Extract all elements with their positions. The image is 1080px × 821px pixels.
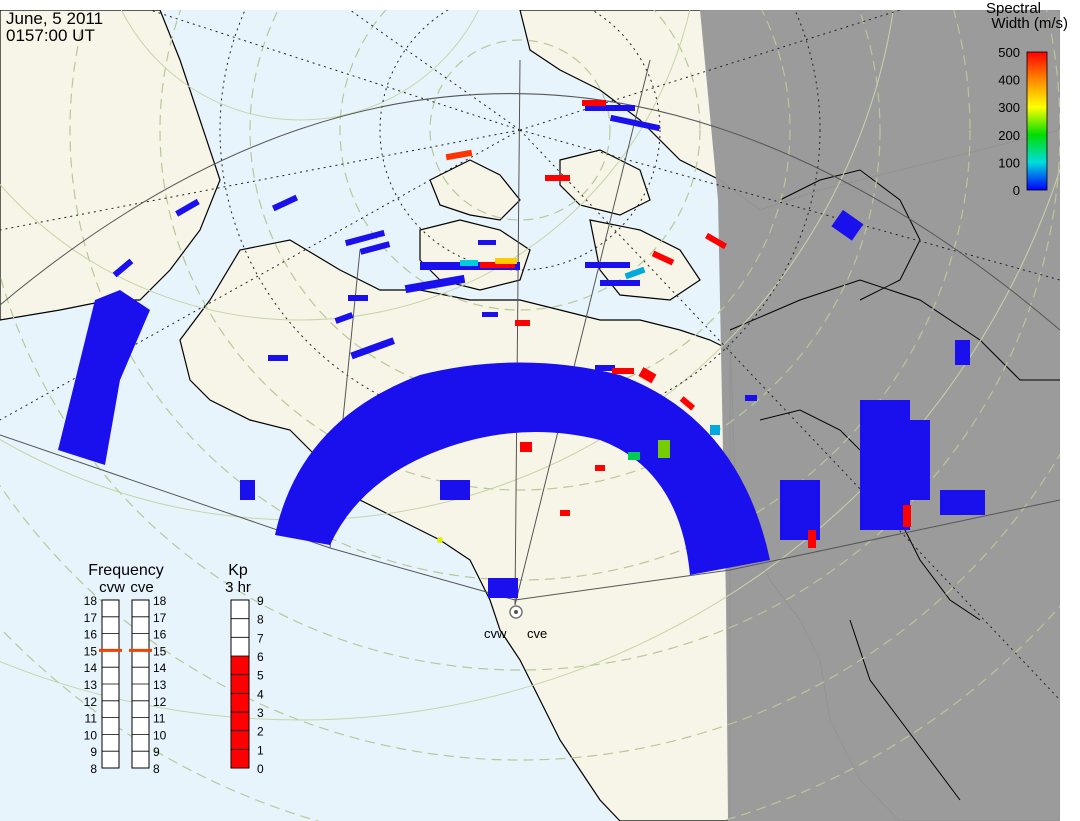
frequency-tick-left: 9 — [90, 745, 97, 759]
frequency-tick-right: 16 — [153, 628, 167, 642]
time-label: 0157:00 UT — [6, 26, 95, 45]
colorbar-tick-label: 0 — [1013, 183, 1020, 198]
colorbar-tick-label: 400 — [998, 73, 1020, 88]
scatter-hot — [437, 100, 911, 548]
frequency-tick-left: 17 — [84, 611, 98, 625]
kp-title: Kp — [228, 562, 248, 579]
colorbar-tick-label: 200 — [998, 128, 1020, 143]
kp-tick-label: 9 — [257, 594, 264, 608]
kp-cell-filled — [230, 711, 250, 732]
kp-tick-label: 6 — [257, 650, 264, 664]
kp-cell-filled — [230, 730, 250, 750]
kp-tick-label: 5 — [257, 669, 264, 683]
colorbar: Spectral Width (m/s) 500 400 300 200 100 0 — [986, 0, 1068, 198]
date-label: June, 5 2011 — [6, 9, 103, 28]
frequency-tick-right: 15 — [153, 644, 167, 658]
frequency-tick-left: 15 — [84, 644, 98, 658]
kp-cell-filled — [230, 748, 250, 769]
frequency-tick-left: 8 — [90, 762, 97, 776]
frequency-tick-left: 11 — [85, 712, 98, 726]
frequency-title: Frequency — [88, 562, 164, 579]
radar-label-cve: cve — [527, 626, 547, 641]
kp-cell-filled — [230, 692, 250, 713]
colorbar-tick-label: 100 — [998, 155, 1020, 170]
night-coastline — [729, 169, 1060, 801]
frequency-tick-right: 17 — [153, 611, 167, 625]
frequency-tick-left: 14 — [84, 661, 98, 675]
kp-tick-label: 8 — [257, 613, 264, 627]
radar-label-cvw: cvw — [484, 626, 507, 641]
frequency-tick-left: 16 — [84, 628, 98, 642]
kp-panel: Kp 3 hr 9 8 7 6 5 4 3 2 1 0 — [225, 562, 264, 776]
frequency-tick-right: 14 — [153, 661, 167, 675]
kp-tick-label: 1 — [257, 743, 264, 757]
colorbar-title-2: Width (m/s) — [991, 15, 1068, 32]
frequency-tick-left: 12 — [84, 695, 98, 709]
kp-cell-filled — [230, 674, 250, 694]
colorbar-tick-label: 500 — [998, 45, 1020, 60]
scatter-band — [275, 362, 770, 575]
kp-tick-label: 0 — [257, 762, 264, 776]
kp-tick-label: 4 — [257, 687, 264, 701]
frequency-tick-left: 13 — [84, 678, 98, 692]
scatter-left — [58, 290, 150, 465]
kp-tick-label: 7 — [257, 631, 264, 645]
scatter-right — [780, 209, 985, 540]
frequency-tick-right: 10 — [153, 728, 167, 742]
frequency-tick-right: 11 — [153, 712, 166, 726]
kp-cell-filled — [230, 655, 250, 676]
frequency-tick-right: 8 — [153, 762, 160, 776]
frequency-tick-right: 12 — [153, 695, 167, 709]
frequency-tick-right: 13 — [153, 678, 167, 692]
colorbar-tick-label: 300 — [998, 100, 1020, 115]
radar-site — [509, 605, 523, 619]
frequency-tick-left: 10 — [84, 728, 98, 742]
frequency-tick-left: 18 — [84, 594, 98, 608]
frequency-panel: Frequency cvw cve 18 18 17 17 16 16 15 15 14 14 13… — [84, 562, 167, 776]
frequency-sub-left: cvw — [99, 579, 125, 596]
frequency-tick-right: 18 — [153, 594, 167, 608]
kp-tick-label: 3 — [257, 706, 264, 720]
kp-sub: 3 hr — [225, 579, 251, 596]
colorbar-title-1: Spectral — [986, 0, 1041, 17]
longitude-lines — [0, 10, 1060, 701]
frequency-tick-right: 9 — [153, 745, 160, 759]
kp-tick-label: 2 — [257, 725, 264, 739]
colorbar-gradient — [1026, 51, 1048, 191]
frequency-sub-right: cve — [130, 579, 153, 596]
